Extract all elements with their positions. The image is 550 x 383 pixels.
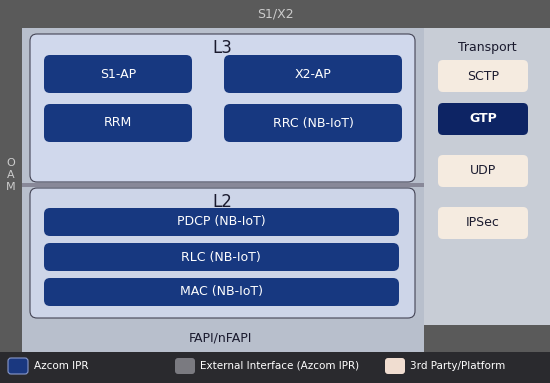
Bar bbox=[424, 28, 550, 325]
Bar bbox=[22, 183, 424, 187]
Bar bbox=[0, 0, 550, 28]
FancyBboxPatch shape bbox=[224, 55, 402, 93]
Text: L3: L3 bbox=[212, 39, 232, 57]
FancyBboxPatch shape bbox=[44, 208, 399, 236]
Text: X2-AP: X2-AP bbox=[295, 67, 331, 80]
Bar bbox=[0, 28, 22, 325]
FancyBboxPatch shape bbox=[224, 104, 402, 142]
FancyBboxPatch shape bbox=[30, 188, 415, 318]
FancyBboxPatch shape bbox=[385, 358, 405, 374]
Text: IPSec: IPSec bbox=[466, 216, 500, 229]
Bar bbox=[22, 28, 424, 325]
FancyBboxPatch shape bbox=[30, 34, 415, 182]
Text: RRC (NB-IoT): RRC (NB-IoT) bbox=[273, 116, 354, 129]
FancyBboxPatch shape bbox=[175, 358, 195, 374]
Text: External Interface (Azcom IPR): External Interface (Azcom IPR) bbox=[200, 361, 359, 371]
Text: FAPI/nFAPI: FAPI/nFAPI bbox=[188, 332, 252, 344]
Text: RLC (NB-IoT): RLC (NB-IoT) bbox=[181, 250, 261, 264]
Text: PDCP (NB-IoT): PDCP (NB-IoT) bbox=[177, 216, 265, 229]
Bar bbox=[0, 352, 550, 383]
FancyBboxPatch shape bbox=[44, 104, 192, 142]
FancyBboxPatch shape bbox=[438, 155, 528, 187]
Text: S1/X2: S1/X2 bbox=[257, 8, 293, 21]
Text: 3rd Party/Platform: 3rd Party/Platform bbox=[410, 361, 505, 371]
FancyBboxPatch shape bbox=[438, 103, 528, 135]
Bar bbox=[22, 325, 424, 352]
Text: SCTP: SCTP bbox=[467, 69, 499, 82]
FancyBboxPatch shape bbox=[44, 55, 192, 93]
Text: S1-AP: S1-AP bbox=[100, 67, 136, 80]
Text: L2: L2 bbox=[212, 193, 232, 211]
Text: Azcom IPR: Azcom IPR bbox=[34, 361, 89, 371]
FancyBboxPatch shape bbox=[438, 207, 528, 239]
Text: MAC (NB-IoT): MAC (NB-IoT) bbox=[179, 285, 262, 298]
FancyBboxPatch shape bbox=[8, 358, 28, 374]
FancyBboxPatch shape bbox=[438, 60, 528, 92]
Text: RRM: RRM bbox=[104, 116, 132, 129]
Text: Transport: Transport bbox=[458, 41, 516, 54]
FancyBboxPatch shape bbox=[44, 243, 399, 271]
FancyBboxPatch shape bbox=[44, 278, 399, 306]
Text: GTP: GTP bbox=[469, 113, 497, 126]
Text: UDP: UDP bbox=[470, 165, 496, 177]
Text: O
A
M: O A M bbox=[6, 159, 16, 192]
